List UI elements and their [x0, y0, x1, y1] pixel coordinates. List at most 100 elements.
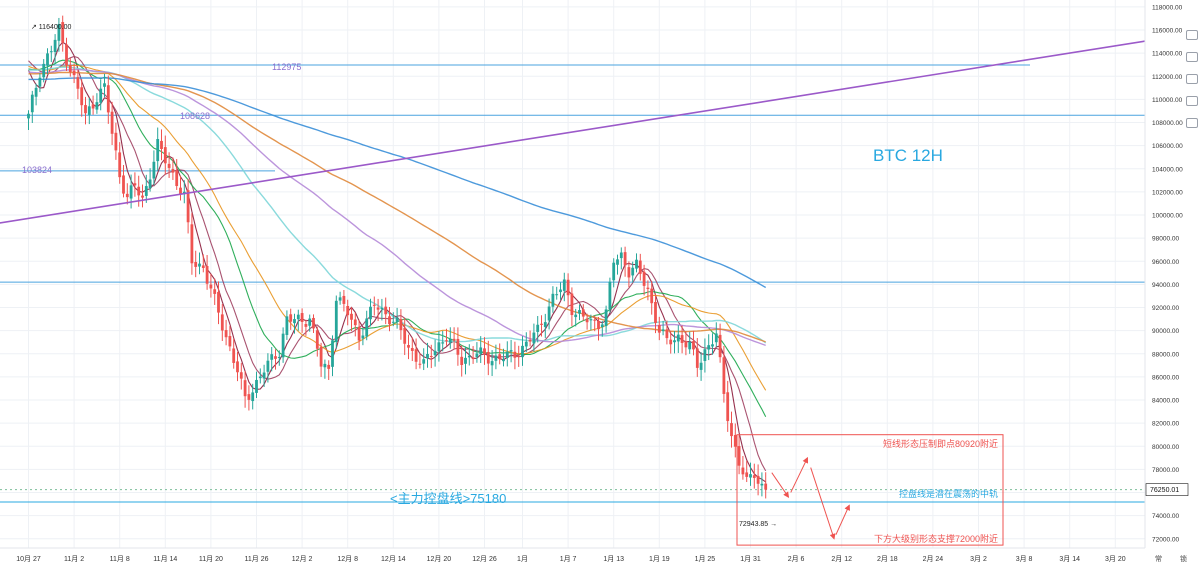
candle-body [239, 372, 243, 379]
trading-panel-icon[interactable] [1186, 52, 1198, 62]
candle-body [566, 279, 570, 296]
candle-body [277, 356, 281, 358]
candle-body [152, 161, 156, 179]
chart-title: BTC 12H [873, 146, 943, 165]
candle-body [471, 357, 475, 360]
price-tick-label: 110000.00 [1152, 97, 1183, 104]
candle-body [30, 94, 34, 113]
candle-body [179, 187, 182, 194]
price-tick-label: 108000.00 [1152, 120, 1183, 127]
candle-body [467, 355, 471, 358]
time-tick-label: 2月 6 [788, 555, 805, 563]
price-tick-label: 118000.00 [1152, 4, 1183, 11]
price-axis[interactable]: 72000.0074000.0076000.0078000.0080000.00… [1144, 0, 1200, 568]
candle-body [53, 39, 57, 52]
candle-body [657, 325, 661, 333]
candle-body [342, 295, 346, 304]
candle-body [505, 351, 509, 358]
candle-body [475, 353, 479, 358]
candle-body [593, 319, 597, 321]
candle-body [84, 105, 87, 114]
price-tick-label: 106000.00 [1152, 143, 1183, 150]
high-marker-label: ↗ 116400.00 [31, 24, 71, 31]
candle-body [323, 363, 327, 368]
time-tick-label: 12月 26 [472, 555, 497, 563]
candle-body [312, 317, 315, 329]
candle-body [274, 356, 277, 359]
candle-body [711, 344, 714, 347]
layers-icon[interactable] [1186, 30, 1198, 40]
candle-body [429, 355, 433, 357]
projection-arrow [771, 472, 790, 498]
candle-body [676, 334, 680, 342]
candle-body [201, 265, 205, 268]
candle-body [110, 111, 114, 134]
time-tick-label: 3月 20 [1105, 555, 1126, 563]
candle-body [376, 307, 380, 310]
candle-body [357, 326, 361, 341]
projection-arrow [810, 467, 836, 540]
candle-body [148, 179, 152, 189]
trendline[interactable] [0, 31, 1200, 224]
candle-body [167, 163, 171, 168]
candle-body [616, 259, 619, 265]
candle-body [285, 316, 289, 335]
time-axis[interactable]: 10月 27 11月 2 11月 8 11月 14 11月 20 11月 26 12月 2 1… [0, 547, 1200, 568]
object-tree-icon[interactable] [1186, 118, 1198, 128]
alerts-icon[interactable] [1186, 96, 1198, 106]
time-tick-label: 1月 7 [560, 555, 577, 563]
candle-body [756, 475, 760, 484]
candle-body [315, 330, 319, 349]
candle-body [502, 359, 505, 362]
price-tick-label: 98000.00 [1152, 236, 1179, 243]
candle-body [707, 345, 711, 350]
candle-body [190, 224, 194, 264]
candle-body [741, 467, 745, 475]
projection-arrow [790, 456, 809, 493]
time-tick-label: 2月 24 [923, 555, 944, 563]
candle-body [72, 70, 76, 76]
price-tick-label: 96000.00 [1152, 259, 1179, 266]
candle-body [388, 316, 391, 325]
candle-body [270, 354, 274, 360]
price-tick-label: 94000.00 [1152, 282, 1179, 289]
time-tick-label: 1月 25 [695, 555, 716, 563]
forecast-box [736, 434, 1004, 546]
candle-body [600, 324, 604, 328]
price-tick-label: 88000.00 [1152, 351, 1179, 358]
candle-body [42, 63, 46, 78]
candle-body [255, 379, 258, 393]
price-tick-label: 116000.00 [1152, 28, 1183, 35]
candle-body [578, 310, 581, 314]
candle-body [604, 309, 608, 327]
time-tick-label: 11月 20 [199, 555, 223, 563]
candle-body [612, 262, 616, 281]
candle-body [319, 346, 323, 367]
price-tick-label: 84000.00 [1152, 398, 1179, 405]
candle-body [365, 318, 369, 337]
time-tick-label: 11月 2 [64, 555, 84, 563]
price-tick-label: 92000.00 [1152, 305, 1179, 312]
time-tick-label: 3月 14 [1059, 555, 1080, 563]
time-tick-label: 1月 19 [649, 555, 670, 563]
candle-body [27, 113, 30, 119]
annotation-box[interactable] [736, 434, 1004, 546]
candle-body [125, 193, 129, 198]
candle-body [384, 306, 388, 315]
candle-body [684, 341, 688, 348]
candle-body [68, 64, 72, 72]
time-tick-label: 11月 8 [110, 555, 130, 563]
candle-body [395, 317, 399, 322]
candle-body [49, 51, 53, 53]
time-axis-background [0, 548, 1200, 568]
candle-body [752, 475, 756, 478]
calendar-icon[interactable] [1186, 74, 1198, 84]
candle-body [156, 139, 160, 162]
plot-background [0, 0, 1145, 548]
candle-body [353, 319, 357, 326]
projected-path [771, 456, 850, 540]
candle-body [547, 306, 551, 321]
candle-body [141, 195, 144, 198]
